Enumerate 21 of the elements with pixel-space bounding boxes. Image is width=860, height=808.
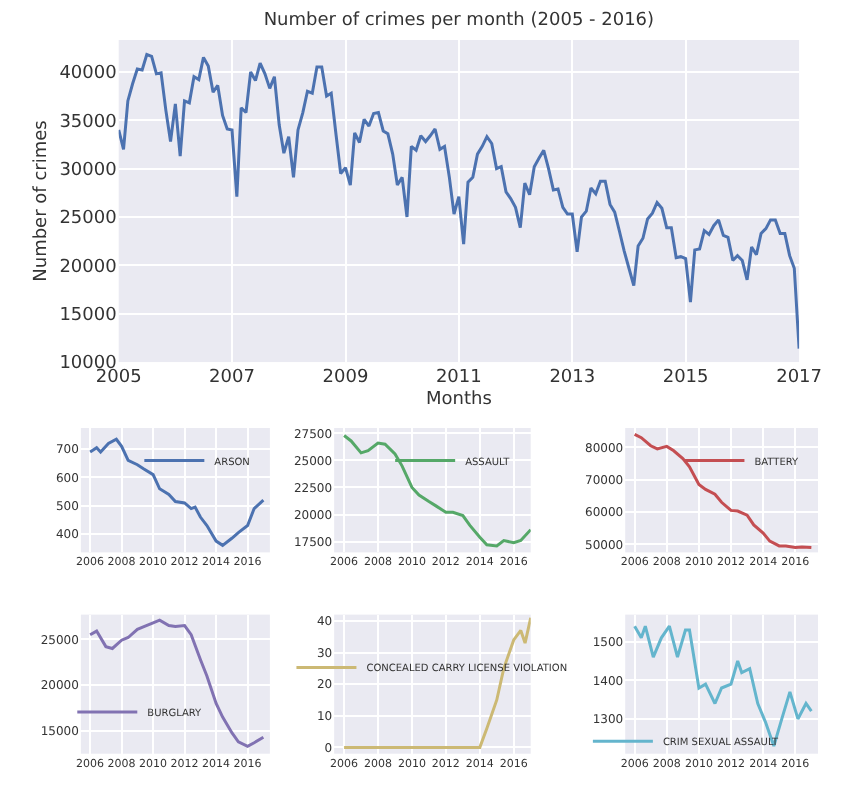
x-tick-label: 2009 [322, 368, 369, 389]
chart-title: Number of crimes per month (2005 - 2016) [263, 10, 655, 31]
line-series [88, 437, 265, 547]
y-axis-title: Number of crimes [32, 119, 53, 282]
line-series [88, 618, 265, 748]
y-tick-label: 40000 [59, 64, 118, 85]
x-tick-label: 2017 [776, 368, 823, 389]
line-series [118, 53, 800, 351]
y-tick-label: 25000 [59, 209, 118, 230]
line-series [633, 432, 813, 550]
y-tick-label: 20000 [59, 257, 118, 278]
y-tick-label: 35000 [59, 112, 118, 133]
y-tick-label: 30000 [59, 160, 118, 181]
x-tick-label: 2013 [549, 368, 596, 389]
x-axis-title: Months [425, 389, 493, 410]
x-tick-label: 2007 [209, 368, 255, 389]
y-tick-label: 15000 [59, 306, 118, 327]
line-series [342, 434, 531, 548]
line-series [633, 624, 813, 748]
x-tick-label: 2015 [662, 368, 709, 389]
x-tick-label: 2011 [435, 368, 482, 389]
